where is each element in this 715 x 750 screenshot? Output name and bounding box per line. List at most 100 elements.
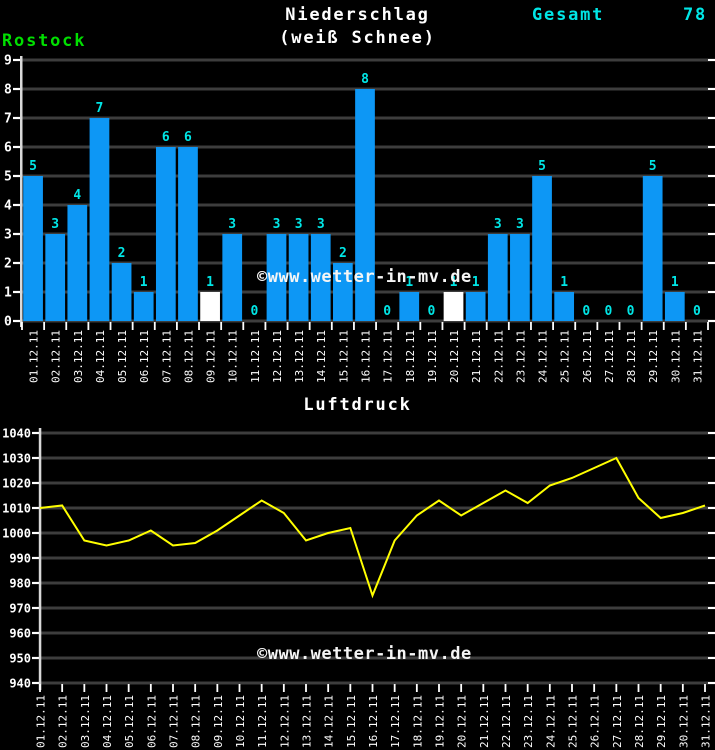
bar-value-label: 5 [538,159,546,174]
y-axis-label: 3 [4,228,12,243]
x-date-label: 18.12.11 [411,695,424,748]
x-date-label: 07.12.11 [160,330,173,383]
precip-bar [333,263,353,321]
x-axis-tick [681,684,684,692]
x-axis-tick [662,322,665,330]
y-axis-tick [13,87,21,91]
x-date-label: 06.12.11 [138,330,151,383]
x-axis-tick [482,684,485,692]
y-axis-tick-right [708,261,715,265]
precip-bar [532,176,552,321]
x-axis-tick [530,322,532,330]
x-axis-tick [415,684,418,692]
x-axis-tick [393,684,396,692]
x-axis-tick [242,322,245,330]
x-date-label: 12.12.11 [271,330,284,383]
y-axis-label: 1000 [2,527,31,541]
precip-bar [45,234,66,321]
y-axis-tick [32,456,40,460]
x-date-label: 10.12.11 [234,695,247,748]
x-axis-tick [596,322,599,330]
grid-line [41,506,708,510]
x-axis-tick [305,684,307,692]
y-axis-label: 0 [4,315,12,330]
x-date-label: 24.12.11 [537,330,550,383]
y-axis-label: 1030 [2,452,31,466]
y-axis-tick-right [708,87,715,91]
x-axis-tick [308,322,311,330]
bar-value-label: 1 [671,275,679,290]
x-date-label: 29.12.11 [655,695,668,748]
x-axis-tick [131,322,134,330]
y-axis-tick [13,290,21,294]
x-date-label: 08.12.11 [182,330,195,383]
y-axis-tick [13,203,21,207]
bar-value-label: 0 [582,304,590,319]
x-date-label: 27.12.11 [603,330,616,383]
precip-bar [288,234,309,321]
x-axis-tick [460,684,463,692]
y-axis-label: 5 [4,170,12,185]
y-axis-label: 1010 [2,502,31,516]
x-date-label: 30.12.11 [677,695,690,748]
x-axis-tick [172,684,174,692]
x-axis-tick [463,322,466,330]
x-axis-tick [375,322,377,330]
precip-bar [554,292,575,321]
precip-bar [465,292,486,321]
y-axis-tick [32,431,40,435]
y-axis-tick-right [708,203,715,207]
x-axis-tick [286,322,289,330]
x-axis-tick [353,322,355,330]
x-date-label: 20.12.11 [456,695,469,748]
station-label: Rostock [2,31,87,51]
x-date-label: 30.12.11 [669,330,682,383]
x-date-label: 27.12.11 [611,695,624,748]
y-axis-tick [32,656,40,660]
y-axis-tick-right [708,456,715,460]
x-axis-tick [659,684,662,692]
x-axis-tick [397,322,400,330]
x-date-label: 07.12.11 [168,695,181,748]
grid-line [41,481,708,485]
x-axis-tick [65,322,68,330]
x-date-label: 31.12.11 [700,695,713,748]
x-date-label: 11.12.11 [249,330,262,383]
grid-line [41,681,708,685]
y-axis-label: 8 [4,83,12,98]
x-axis-tick [153,322,156,330]
bar-value-label: 0 [250,304,258,319]
x-date-label: 26.12.11 [581,330,594,383]
precip-bar [200,292,220,321]
y-axis-tick [32,581,40,585]
grid-line [41,556,708,560]
precip-bar [133,292,154,321]
precip-bar [642,176,663,321]
x-date-label: 31.12.11 [691,330,704,383]
x-date-label: 13.12.11 [293,330,306,383]
y-axis-label: 980 [9,577,31,591]
pressure-chart-title: Luftdruck [303,395,412,415]
y-axis-tick [13,319,21,323]
x-date-label: 05.12.11 [123,695,136,748]
x-date-label: 04.12.11 [101,695,114,748]
x-axis-tick [327,684,330,692]
x-axis-tick [593,684,596,692]
x-date-label: 15.12.11 [337,330,350,383]
bar-value-label: 6 [184,130,192,145]
x-date-label: 16.12.11 [367,695,380,748]
y-axis [20,56,23,327]
y-axis-tick-right [708,232,715,236]
y-axis-tick-right [708,116,715,120]
y-axis-label: 970 [9,602,31,616]
x-date-label: 01.12.11 [28,330,41,383]
x-date-label: 13.12.11 [301,695,314,748]
bar-value-label: 1 [206,275,214,290]
y-axis-label: 9 [4,54,12,69]
y-axis-label: 6 [4,141,12,156]
x-axis-tick [282,684,285,692]
x-axis-tick [438,684,440,692]
watermark-pressure: ©www.wetter-in-mv.de [257,644,472,664]
x-date-label: 16.12.11 [360,330,373,383]
bar-value-label: 3 [273,217,281,232]
